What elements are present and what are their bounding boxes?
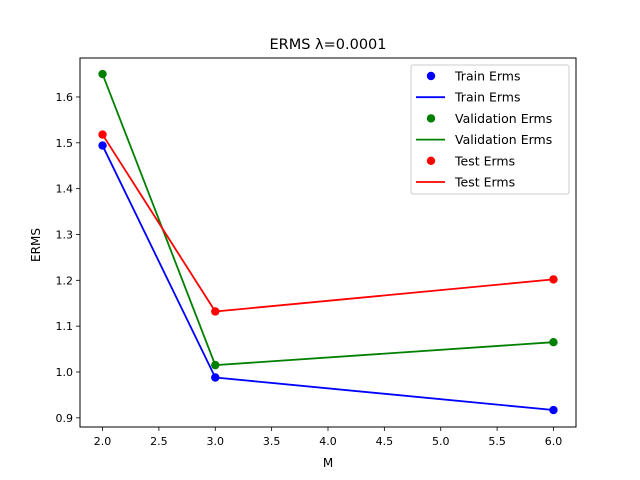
legend-label-2: Validation Erms [455,111,552,126]
y-tick-label-2: 1.1 [56,320,74,333]
series-point-1-1 [211,360,220,370]
y-tick-label-6: 1.5 [56,137,74,150]
chart-title: ERMS λ=0.0001 [269,37,386,53]
series-point-1-2 [549,337,558,347]
y-tick-label-3: 1.2 [56,274,74,287]
series-point-0-0 [98,141,107,150]
x-tick-label-2: 3.0 [207,435,225,448]
x-tick-label-4: 4.0 [319,435,337,448]
legend-box [410,64,570,195]
series-point-2-2 [549,275,558,284]
series-point-1-0 [98,69,107,79]
legend: Train Erms Train Erms Validation Erms Valid… [410,64,570,195]
y-tick-label-4: 1.3 [56,228,74,241]
legend-label-4: Test Erms [454,153,515,168]
x-tick-label-5: 4.5 [376,435,394,448]
y-axis-label: ERMS [29,228,43,262]
y-tick-label-5: 1.4 [56,183,74,196]
legend-label-3: Validation Erms [455,132,552,147]
legend-marker-4 [426,156,436,165]
x-tick-label-1: 2.5 [150,435,168,448]
series-point-0-1 [211,373,220,382]
x-axis-label: M [323,456,333,470]
y-tick-label-7: 1.6 [56,91,74,104]
x-tick-label-0: 2.0 [94,435,112,448]
y-tick-label-0: 0.9 [56,412,74,425]
x-tick-label-7: 5.5 [488,435,506,448]
legend-marker-2 [426,114,436,123]
legend-label-1: Train Erms [454,90,520,105]
x-tick-label-8: 6.0 [545,435,563,448]
plot-area: 2.0 2.5 3.0 3.5 4.0 4.5 5.0 5.5 6.0 0.9 1.0 1.1 1.2 1… [56,57,577,448]
legend-label-5: Test Erms [454,175,515,190]
series-point-2-1 [211,307,220,316]
legend-label-0: Train Erms [454,69,520,84]
series-point-2-0 [98,130,107,139]
y-tick-label-1: 1.0 [56,366,74,379]
legend-marker-0 [426,71,436,81]
x-tick-label-6: 5.0 [432,435,450,448]
x-tick-label-3: 3.5 [263,435,281,448]
series-point-0-2 [549,405,558,415]
